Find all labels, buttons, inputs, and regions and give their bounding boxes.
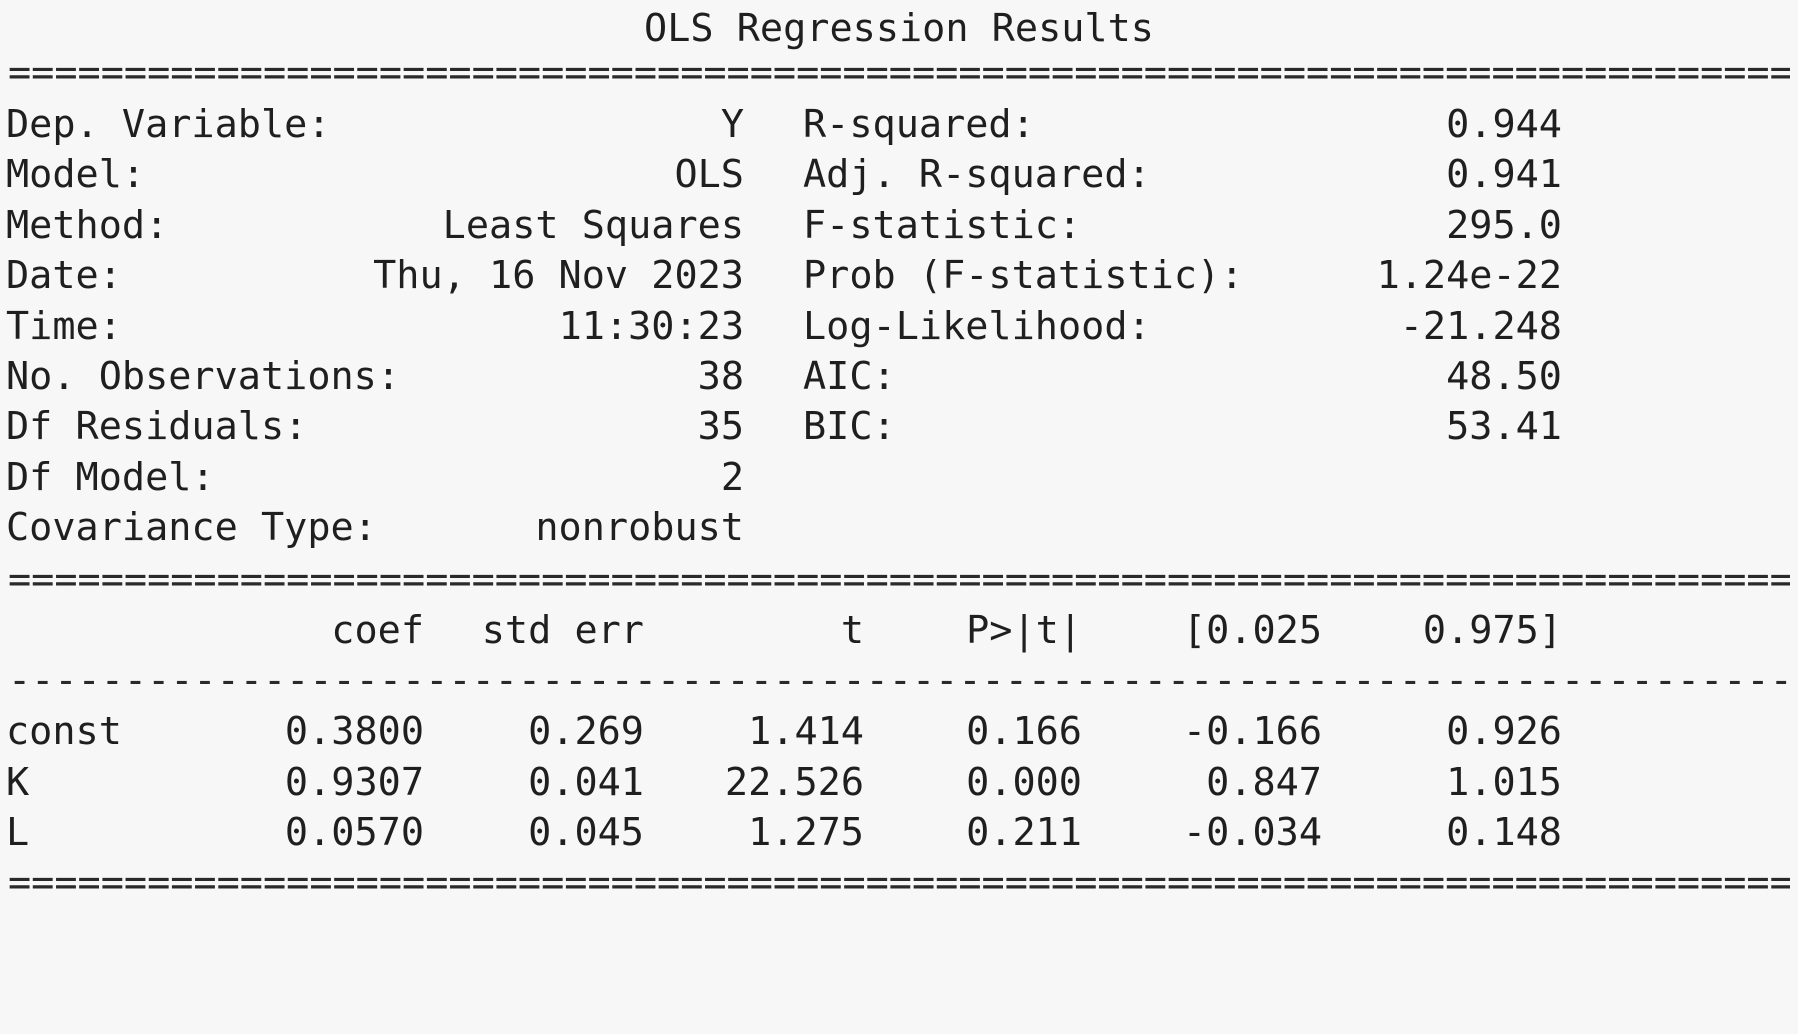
coef-row-name: const (6, 709, 122, 754)
summary-left-label: Date: (6, 253, 122, 299)
summary-right-label: Adj. R-squared: (803, 152, 1151, 198)
coef-row-name: K (6, 759, 30, 805)
double-rule-top: ========================================… (8, 56, 1790, 90)
coef-cell: 0.3800 (284, 709, 424, 754)
summary-right-value: -21.248 (1399, 303, 1562, 349)
coef-cell: -0.166 (1182, 709, 1322, 754)
double-rule-middle: ========================================… (8, 563, 1790, 597)
coef-cell: 0.148 (1446, 810, 1562, 855)
coef-cell: 0.9307 (284, 759, 424, 805)
summary-right-value: 295.0 (1446, 202, 1562, 248)
single-rule: ----------------------------------------… (8, 664, 1790, 698)
summary-right-label: AIC: (803, 354, 896, 399)
double-rule-bottom: ========================================… (8, 866, 1790, 900)
coef-cell: 0.926 (1446, 709, 1562, 754)
summary-right-label: Prob (F-statistic): (803, 253, 1244, 299)
summary-left-value: 35 (697, 404, 744, 450)
coef-column-header: P>|t| (966, 608, 1082, 653)
summary-right-label: BIC: (803, 404, 896, 450)
coef-cell: 0.166 (966, 709, 1082, 754)
summary-right-value: 1.24e-22 (1376, 253, 1562, 299)
summary-left-value: OLS (674, 152, 744, 198)
summary-left-value: nonrobust (535, 505, 744, 551)
coef-cell: 0.211 (966, 810, 1082, 855)
summary-left-label: Covariance Type: (6, 505, 377, 551)
coef-cell: 0.269 (528, 709, 644, 754)
coef-cell: 0.041 (528, 759, 644, 805)
coef-cell: 1.275 (748, 810, 864, 855)
summary-right-value: 0.944 (1446, 102, 1562, 147)
summary-right-value: 0.941 (1446, 152, 1562, 198)
coef-column-header: t (840, 608, 864, 653)
summary-left-label: No. Observations: (6, 354, 401, 399)
coef-cell: 0.0570 (284, 810, 424, 855)
coef-cell: 0.847 (1206, 759, 1322, 805)
summary-left-value: 38 (697, 354, 744, 399)
coef-cell: -0.034 (1182, 810, 1322, 855)
summary-left-value: 11:30:23 (558, 303, 744, 349)
coef-column-header: [0.025 (1182, 608, 1322, 653)
coef-cell: 22.526 (724, 759, 864, 805)
coef-cell: 0.045 (528, 810, 644, 855)
summary-left-value: Y (720, 102, 744, 147)
summary-left-value: 2 (720, 454, 744, 500)
summary-right-label: F-statistic: (803, 202, 1082, 248)
summary-left-label: Method: (6, 202, 169, 248)
summary-left-label: Df Model: (6, 454, 215, 500)
summary-left-value: Thu, 16 Nov 2023 (373, 253, 744, 299)
coef-row-name: L (6, 810, 30, 855)
coef-cell: 1.015 (1446, 759, 1562, 805)
summary-left-label: Df Residuals: (6, 404, 308, 450)
coef-column-header: std err (481, 608, 644, 653)
coef-cell: 1.414 (748, 709, 864, 754)
summary-left-label: Model: (6, 152, 146, 198)
summary-right-value: 53.41 (1446, 404, 1562, 450)
summary-right-label: R-squared: (803, 102, 1035, 147)
summary-left-label: Time: (6, 303, 122, 349)
report-title: OLS Regression Results (644, 6, 1154, 51)
coef-cell: 0.000 (966, 759, 1082, 805)
summary-left-value: Least Squares (442, 202, 744, 248)
summary-right-label: Log-Likelihood: (803, 303, 1151, 349)
coef-column-header: coef (331, 608, 424, 653)
coef-column-header: 0.975] (1422, 608, 1562, 653)
summary-right-value: 48.50 (1446, 354, 1562, 399)
summary-left-label: Dep. Variable: (6, 102, 331, 147)
